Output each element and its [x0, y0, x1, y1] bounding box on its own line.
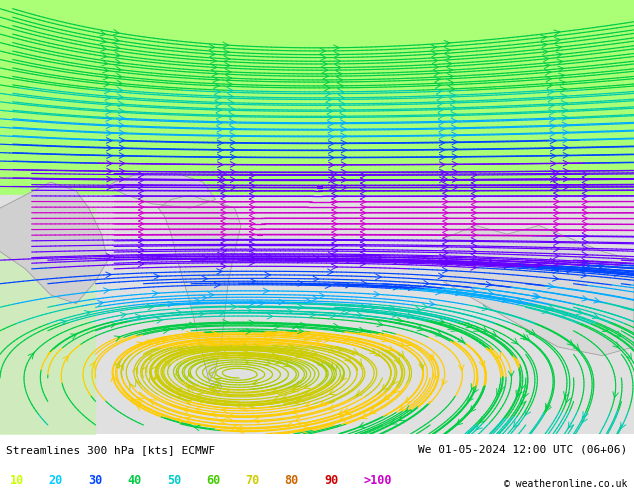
Text: 70: 70: [245, 474, 259, 487]
Text: 10: 10: [10, 474, 23, 487]
Text: 80: 80: [285, 474, 299, 487]
Polygon shape: [108, 173, 216, 208]
Text: 20: 20: [49, 474, 63, 487]
Text: 60: 60: [206, 474, 220, 487]
Text: >100: >100: [363, 474, 392, 487]
Polygon shape: [444, 225, 634, 356]
Polygon shape: [158, 195, 241, 382]
Text: 30: 30: [88, 474, 102, 487]
Polygon shape: [209, 382, 222, 392]
Text: 40: 40: [127, 474, 141, 487]
Text: Streamlines 300 hPa [kts] ECMWF: Streamlines 300 hPa [kts] ECMWF: [6, 445, 216, 455]
Text: We 01-05-2024 12:00 UTC (06+06): We 01-05-2024 12:00 UTC (06+06): [418, 445, 628, 455]
Polygon shape: [0, 182, 108, 304]
Text: 50: 50: [167, 474, 181, 487]
Text: 90: 90: [324, 474, 338, 487]
Text: © weatheronline.co.uk: © weatheronline.co.uk: [504, 479, 628, 489]
